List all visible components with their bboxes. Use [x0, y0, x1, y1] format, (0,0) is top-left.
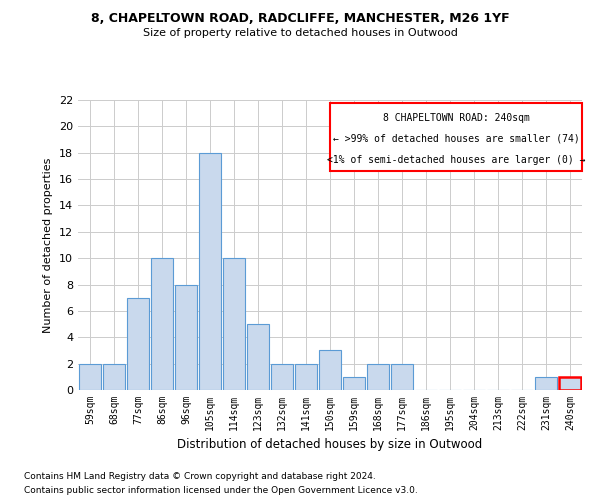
Bar: [367, 364, 389, 390]
Bar: [343, 377, 365, 390]
Bar: [199, 152, 221, 390]
Bar: [127, 298, 149, 390]
Bar: [559, 377, 581, 390]
Bar: [319, 350, 341, 390]
Text: 8 CHAPELTOWN ROAD: 240sqm: 8 CHAPELTOWN ROAD: 240sqm: [383, 113, 529, 123]
FancyBboxPatch shape: [330, 103, 582, 171]
Bar: [247, 324, 269, 390]
Bar: [151, 258, 173, 390]
Bar: [223, 258, 245, 390]
Text: ← >99% of detached houses are smaller (74): ← >99% of detached houses are smaller (7…: [332, 134, 580, 144]
Bar: [79, 364, 101, 390]
X-axis label: Distribution of detached houses by size in Outwood: Distribution of detached houses by size …: [178, 438, 482, 452]
Text: Contains HM Land Registry data © Crown copyright and database right 2024.: Contains HM Land Registry data © Crown c…: [24, 472, 376, 481]
Y-axis label: Number of detached properties: Number of detached properties: [43, 158, 53, 332]
Text: Contains public sector information licensed under the Open Government Licence v3: Contains public sector information licen…: [24, 486, 418, 495]
Bar: [535, 377, 557, 390]
Bar: [175, 284, 197, 390]
Text: 8, CHAPELTOWN ROAD, RADCLIFFE, MANCHESTER, M26 1YF: 8, CHAPELTOWN ROAD, RADCLIFFE, MANCHESTE…: [91, 12, 509, 26]
Bar: [391, 364, 413, 390]
Text: Size of property relative to detached houses in Outwood: Size of property relative to detached ho…: [143, 28, 457, 38]
Bar: [271, 364, 293, 390]
Text: <1% of semi-detached houses are larger (0) →: <1% of semi-detached houses are larger (…: [327, 155, 585, 165]
Bar: [295, 364, 317, 390]
Bar: [103, 364, 125, 390]
